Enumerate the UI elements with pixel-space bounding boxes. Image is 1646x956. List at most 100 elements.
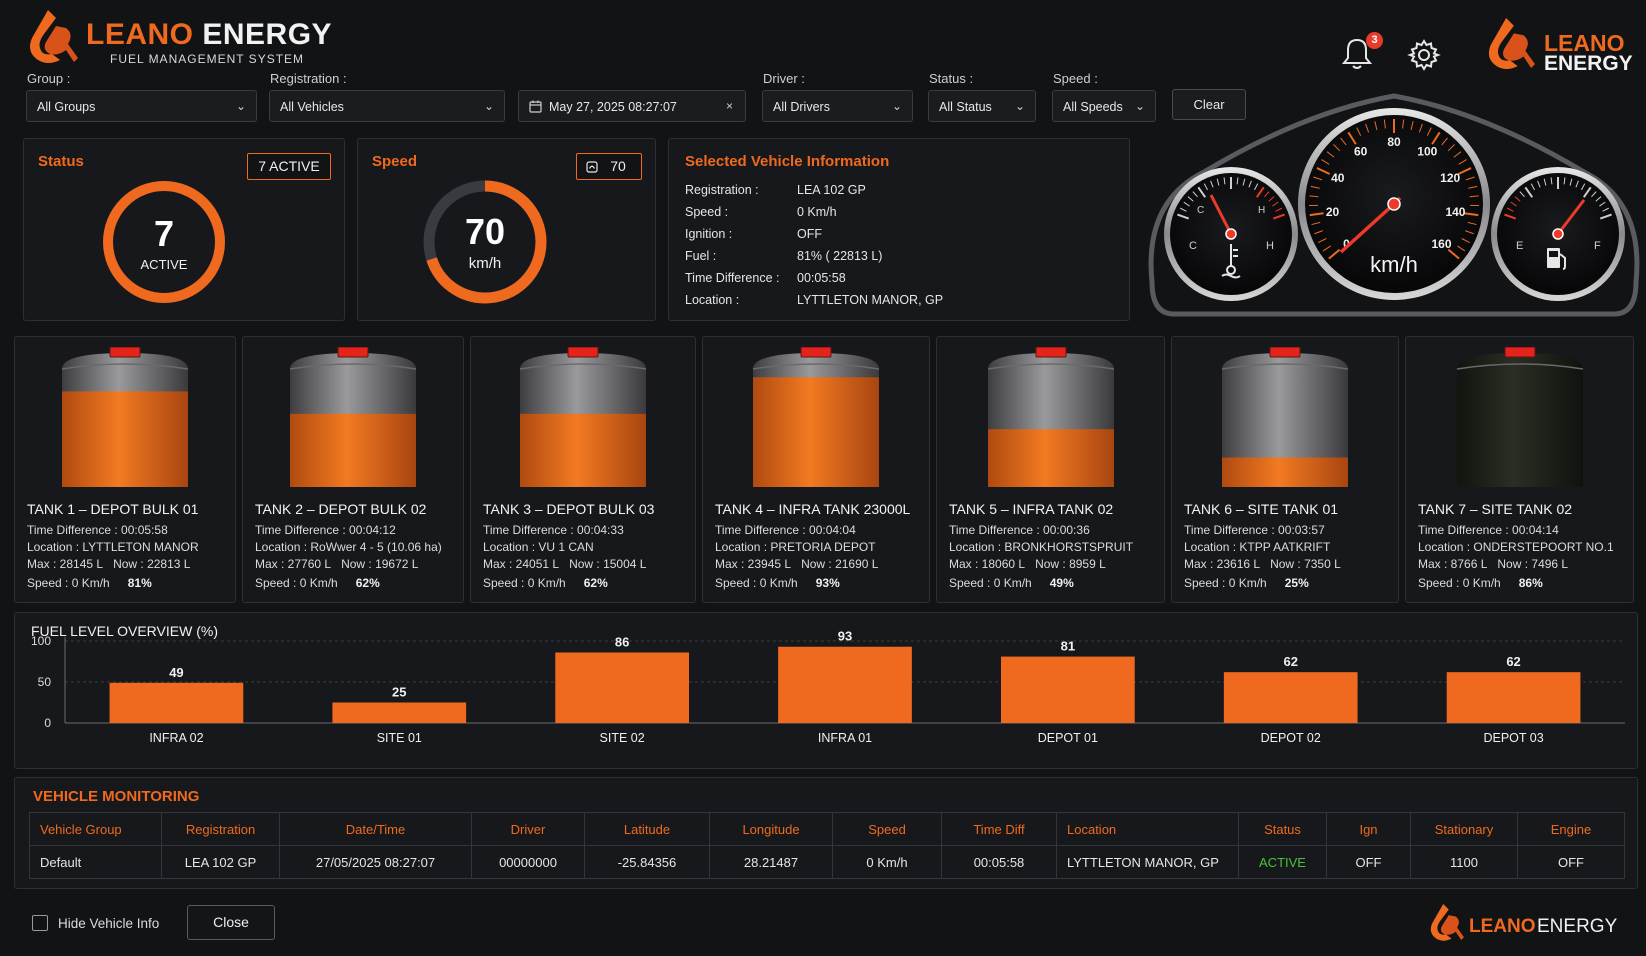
chart-bar[interactable] [555, 652, 689, 723]
info-value-registration: LEA 102 GP [797, 183, 866, 197]
tank-card[interactable]: TANK 5 – INFRA TANK 02 Time Difference :… [936, 336, 1165, 603]
gauge-tick [1447, 144, 1455, 152]
gauge-tick [1458, 159, 1467, 165]
gauge-tick [1311, 221, 1321, 226]
tank-now: Now : 22813 L [113, 557, 191, 571]
gauge-tick [1530, 183, 1535, 191]
speed-tick-label: 160 [1431, 237, 1451, 251]
tank-now: Now : 8959 L [1035, 557, 1106, 571]
status-select[interactable]: All Status ⌄ [928, 90, 1036, 122]
tank-card[interactable]: TANK 3 – DEPOT BULK 03 Time Difference :… [470, 336, 696, 603]
gauge-tick [1453, 151, 1462, 158]
col-location[interactable]: Location [1056, 812, 1239, 846]
col-status[interactable]: Status [1238, 812, 1327, 846]
gauge-tick [1314, 230, 1323, 235]
col-driver[interactable]: Driver [471, 812, 585, 846]
tank-time-difference: Time Difference : 00:04:33 [483, 523, 624, 537]
col-time-diff[interactable]: Time Diff [941, 812, 1057, 846]
col-vehicle-group[interactable]: Vehicle Group [29, 812, 162, 846]
speed-select[interactable]: All Speeds ⌄ [1052, 90, 1156, 122]
chevron-down-icon: ⌄ [235, 99, 246, 113]
speed-value: 70 [464, 211, 506, 252]
group-select[interactable]: All Groups ⌄ [26, 90, 257, 122]
cell-engine: OFF [1517, 845, 1625, 879]
speed-pill: 70 [576, 153, 642, 180]
tank-time-difference: Time Difference : 00:00:36 [949, 523, 1090, 537]
speed-tick-label: 80 [1387, 135, 1401, 149]
col-engine[interactable]: Engine [1517, 812, 1625, 846]
gauge-tick [1457, 167, 1472, 175]
tank-fuel-percent: 93% [815, 576, 840, 590]
registration-filter-label: Registration : [270, 71, 347, 86]
chart-bar[interactable] [109, 682, 244, 723]
calendar-icon [529, 100, 542, 113]
tank-card[interactable]: TANK 7 – SITE TANK 02 Time Difference : … [1405, 336, 1634, 603]
temp-high-label: H [1266, 240, 1274, 252]
speed-tick-label: 20 [1326, 205, 1340, 219]
tank-capacity: Max : 8766 L Now : 7496 L [1418, 557, 1568, 571]
chart-bar[interactable] [1001, 656, 1135, 723]
x-category-label: DEPOT 03 [1483, 731, 1543, 745]
y-tick-label: 100 [31, 634, 51, 648]
fuel-tank-icon [61, 347, 189, 487]
info-value-location: LYTTLETON MANOR, GP [797, 293, 944, 307]
tank-title: TANK 5 – INFRA TANK 02 [949, 501, 1114, 517]
monitoring-title: VEHICLE MONITORING [33, 788, 200, 805]
gauge-tick [1192, 191, 1198, 198]
tank-fuel-percent: 62% [355, 576, 380, 590]
col-latitude[interactable]: Latitude [584, 812, 710, 846]
gauge-tick [1216, 178, 1220, 186]
gauge-tick [1333, 144, 1341, 152]
cell-location: LYTTLETON MANOR, GP [1056, 845, 1239, 879]
col-date-time[interactable]: Date/Time [279, 812, 472, 846]
tank-card[interactable]: TANK 1 – DEPOT BULK 01 Time Difference :… [14, 336, 236, 603]
fuel-tank-icon [752, 347, 880, 487]
gauge-tick [1457, 245, 1466, 252]
gauge-tick [1519, 191, 1525, 198]
status-count-label: ACTIVE [140, 257, 188, 272]
gear-icon[interactable] [1407, 38, 1441, 72]
y-tick-label: 50 [38, 675, 52, 689]
speed-panel-title: Speed [372, 153, 418, 170]
driver-select[interactable]: All Drivers ⌄ [762, 90, 913, 122]
tank-card[interactable]: TANK 2 – DEPOT BULK 02 Time Difference :… [242, 336, 464, 603]
registration-select[interactable]: All Vehicles ⌄ [269, 90, 505, 122]
col-registration[interactable]: Registration [161, 812, 280, 846]
bell-icon[interactable] [1340, 36, 1374, 72]
hide-vehicle-info-checkbox[interactable] [32, 915, 48, 931]
date-picker[interactable]: May 27, 2025 08:27:07 × [518, 90, 746, 122]
chart-bar[interactable] [778, 646, 912, 723]
clear-date-icon[interactable]: × [725, 99, 733, 113]
chart-bar[interactable] [332, 702, 467, 724]
close-button[interactable]: Close [187, 905, 275, 940]
chart-bar[interactable] [1446, 672, 1581, 723]
clear-button[interactable]: Clear [1172, 89, 1246, 120]
gauge-tick [1210, 180, 1214, 188]
speed-tick-label: 140 [1445, 205, 1465, 219]
tank-time-difference: Time Difference : 00:04:14 [1418, 523, 1559, 537]
gauge-tick [1268, 196, 1275, 202]
vehicle-monitoring-panel: VEHICLE MONITORING Vehicle Group Registr… [14, 777, 1638, 889]
col-speed[interactable]: Speed [832, 812, 942, 846]
gauge-tick [1197, 186, 1207, 198]
tank-location: Location : ONDERSTEPOORT NO.1 [1418, 540, 1614, 554]
status-panel: Status 7 ACTIVE 7 ACTIVE [23, 138, 345, 321]
gauge-tick [1410, 121, 1414, 131]
col-stationary[interactable]: Stationary [1410, 812, 1518, 846]
gauge-tick [1264, 191, 1270, 198]
status-filter-label: Status : [929, 71, 974, 86]
gauge-tick [1309, 212, 1324, 217]
chart-bar[interactable] [1223, 672, 1358, 723]
tank-max: Max : 18060 L [949, 557, 1026, 571]
tank-card[interactable]: TANK 6 – SITE TANK 01 Time Difference : … [1171, 336, 1399, 603]
tank-capacity: Max : 28145 L Now : 22813 L [27, 557, 190, 571]
cell-latitude: -25.84356 [584, 845, 710, 879]
col-ign[interactable]: Ign [1326, 812, 1411, 846]
gauge-tick [1591, 191, 1597, 198]
thermometer-icon [1221, 244, 1241, 279]
tank-card[interactable]: TANK 4 – INFRA TANK 23000L Time Differen… [702, 336, 930, 603]
footer-brand-name-2: ENERGY [1537, 916, 1618, 937]
col-longitude[interactable]: Longitude [709, 812, 833, 846]
table-row[interactable]: Default LEA 102 GP 27/05/2025 08:27:07 0… [29, 845, 1625, 879]
